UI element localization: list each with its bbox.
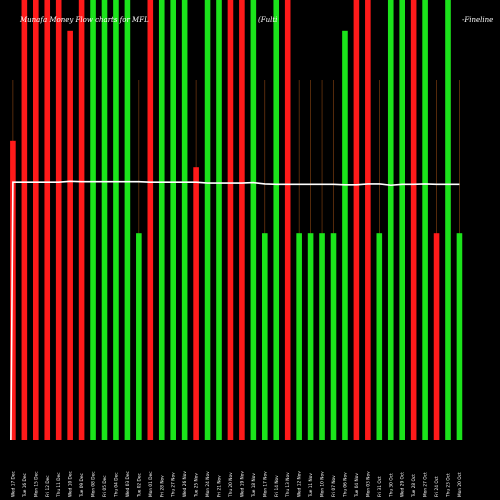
x-tick-label: Thu 06 Nov [342,472,348,498]
bar [330,233,337,440]
x-tick-label: Mon 15 Dec [33,471,39,497]
bar [181,0,188,440]
x-tick-label: Tue 18 Nov [251,473,257,498]
bar [10,140,16,441]
bar [387,0,394,440]
bar [365,0,371,440]
bar [21,0,28,440]
x-tick-label: Fri 28 Nov [159,475,165,497]
x-tick-label: Mon 20 Oct [457,472,463,497]
x-tick-label: Fri 21 Nov [217,475,223,497]
bar [250,0,257,440]
chart-code: (Fulti [258,16,277,24]
bar [170,0,176,440]
bar [456,233,463,440]
bar [296,233,302,440]
x-tick-label: Fri 14 Nov [274,475,280,497]
x-tick-label: Wed 10 Dec [68,470,74,497]
bar [113,0,119,440]
x-tick-label: Fri 24 Oct [434,476,440,497]
bar [239,0,245,440]
bar [124,0,131,440]
chart-title: Munafa Money Flow charts for MFL [19,16,149,24]
x-tick-label: Fri 05 Dec [102,475,108,497]
bar [376,233,383,440]
bar [90,0,96,440]
bar [55,0,62,440]
x-tick-label: Thu 30 Oct [388,473,394,498]
x-tick-label: Wed 12 Nov [297,471,303,497]
x-tick-label: Tue 25 Nov [194,473,200,498]
x-tick-label: Thu 13 Nov [285,472,291,498]
bar [204,0,211,440]
x-tick-label: Wed 17 Dec [10,470,16,497]
x-tick-labels: Wed 17 Dec Tue 16 Dec Mon 15 Dec Fri 12 Dec… [10,470,463,498]
bar [262,233,268,440]
bar [227,0,234,440]
x-tick-label: Mon 17 Nov [262,471,268,497]
x-tick-label: Wed 19 Nov [239,471,245,497]
bar [410,0,417,440]
bars-layer [10,0,463,441]
bar [399,0,405,440]
bar [78,0,85,440]
x-tick-label: Mon 10 Nov [320,471,326,497]
bar [67,30,73,441]
flow-line [10,180,460,441]
bar [44,0,51,440]
x-tick-label: Thu 27 Nov [171,472,177,498]
bar [445,0,451,440]
x-tick-label: Tue 02 Dec [136,473,142,498]
bar [319,233,325,440]
line-layer [10,180,460,441]
bar [216,0,222,440]
chart-suffix: -Fineline [462,16,493,24]
x-tick-label: Thu 04 Dec [113,472,119,498]
x-tick-label: Tue 09 Dec [79,473,85,498]
x-tick-label: Mon 27 Oct [423,472,429,497]
x-tick-label: Tue 11 Nov [308,473,314,498]
bar [101,0,108,440]
x-tick-label: Thu 23 Oct [446,473,452,498]
x-tick-label: Tue 16 Dec [22,473,28,498]
x-tick-label: Mon 03 Nov [365,471,371,497]
x-tick-label: Mon 24 Nov [205,471,211,497]
x-tick-label: Thu 20 Nov [228,472,234,498]
x-tick-label: Fri 31 Oct [377,476,383,497]
x-tick-label: Tue 28 Oct [411,474,417,498]
bar [307,233,314,440]
x-tick-label: Mon 01 Dec [148,471,154,497]
bar [33,0,39,440]
bar [136,233,142,440]
bar [284,0,291,440]
bar [353,0,360,440]
x-tick-label: Thu 11 Dec [56,472,62,498]
x-tick-label: Mon 08 Dec [91,471,97,497]
x-tick-label: Tue 04 Nov [354,473,360,498]
x-tick-label: Wed 03 Dec [125,470,131,497]
bar [158,0,165,440]
x-tick-label: Fri 07 Nov [331,475,337,497]
bar [273,0,280,440]
bar [342,30,348,441]
bar [433,233,440,440]
bar [193,167,199,440]
x-tick-label: Fri 12 Dec [45,475,51,497]
x-tick-label: Wed 29 Oct [400,472,406,497]
bar [147,0,154,440]
bar [422,0,428,440]
x-tick-label: Wed 26 Nov [182,471,188,497]
